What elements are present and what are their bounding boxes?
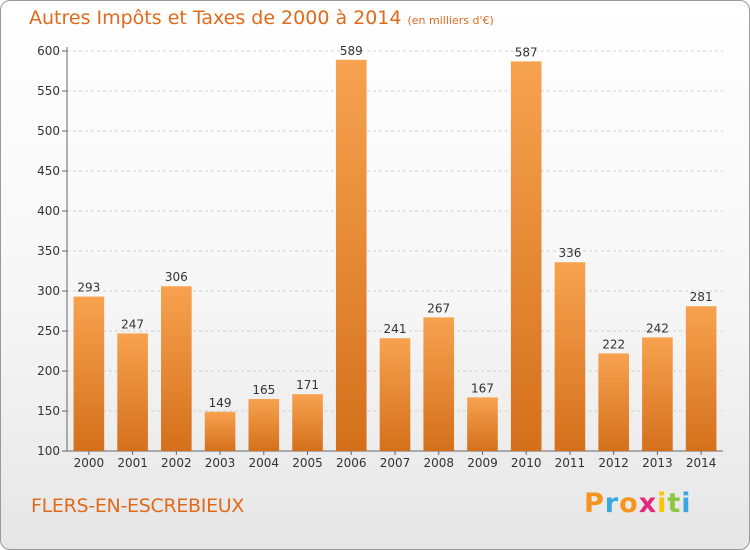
- bar-2008: [423, 317, 455, 451]
- y-tick-label: 400: [37, 204, 60, 218]
- chart-title-text: Autres Impôts et Taxes de 2000 à 2014: [29, 7, 402, 29]
- bar-2014: [685, 306, 717, 451]
- bar-2009: [467, 397, 498, 451]
- x-tick-label-2002: 2002: [161, 456, 192, 470]
- data-label-2000: 293: [77, 281, 100, 295]
- bar-2011: [554, 262, 586, 451]
- bar-2002: [161, 286, 192, 451]
- x-tick-label-2006: 2006: [336, 456, 367, 470]
- logo-letter: r: [604, 488, 620, 519]
- data-label-2004: 165: [252, 383, 275, 397]
- x-tick-label-2004: 2004: [249, 456, 280, 470]
- x-tick-label-2013: 2013: [642, 456, 673, 470]
- bar-2003: [204, 411, 236, 451]
- data-label-2010: 587: [515, 45, 538, 59]
- bar-2012: [598, 353, 629, 451]
- logo-letter: o: [619, 488, 639, 519]
- x-tick-label-2003: 2003: [205, 456, 236, 470]
- bar-2004: [248, 399, 280, 451]
- data-label-2002: 306: [165, 270, 188, 284]
- bar-2001: [117, 333, 148, 451]
- y-tick-label: 350: [37, 244, 60, 258]
- logo-letter: t: [667, 488, 682, 519]
- x-tick-label-2011: 2011: [555, 456, 586, 470]
- bar-2013: [642, 337, 673, 451]
- y-tick-label: 550: [37, 84, 60, 98]
- place-name: FLERS-EN-ESCREBIEUX: [31, 495, 245, 517]
- x-tick-label-2005: 2005: [292, 456, 323, 470]
- data-label-2012: 222: [602, 337, 625, 351]
- data-label-2006: 589: [340, 44, 363, 58]
- y-tick-label: 150: [37, 404, 60, 418]
- data-label-2003: 149: [209, 396, 232, 410]
- x-tick-label-2012: 2012: [598, 456, 629, 470]
- x-tick-label-2008: 2008: [423, 456, 454, 470]
- proxiti-logo: Proxiti: [584, 488, 692, 519]
- y-tick-label: 500: [37, 124, 60, 138]
- bar-2005: [292, 394, 323, 451]
- logo-letter: i: [657, 488, 668, 519]
- y-tick-label: 200: [37, 364, 60, 378]
- data-label-2001: 247: [121, 317, 144, 331]
- data-label-2008: 267: [427, 301, 450, 315]
- x-tick-label-2000: 2000: [74, 456, 105, 470]
- bar-2000: [73, 296, 105, 451]
- bar-2010: [510, 61, 542, 452]
- x-tick-label-2010: 2010: [511, 456, 542, 470]
- data-label-2009: 167: [471, 381, 494, 395]
- y-tick-label: 250: [37, 324, 60, 338]
- chart-title: Autres Impôts et Taxes de 2000 à 2014 (en…: [29, 7, 494, 29]
- y-tick-label: 600: [37, 44, 60, 58]
- y-tick-label: 450: [37, 164, 60, 178]
- data-label-2011: 336: [558, 246, 581, 260]
- logo-letter: x: [638, 488, 658, 519]
- x-tick-label-2007: 2007: [380, 456, 411, 470]
- y-tick-label: 300: [37, 284, 60, 298]
- data-label-2013: 242: [646, 321, 669, 335]
- data-label-2005: 171: [296, 378, 319, 392]
- x-tick-label-2009: 2009: [467, 456, 498, 470]
- data-label-2014: 281: [690, 290, 713, 304]
- x-tick-label-2001: 2001: [117, 456, 148, 470]
- logo-letter: i: [681, 488, 692, 519]
- bar-2006: [335, 59, 367, 452]
- y-tick-label: 100: [37, 444, 60, 458]
- bar-2007: [379, 338, 411, 451]
- data-label-2007: 241: [384, 322, 407, 336]
- logo-letter: P: [584, 488, 605, 519]
- chart-subtitle: (en milliers d'€): [407, 14, 494, 27]
- x-tick-label-2014: 2014: [686, 456, 717, 470]
